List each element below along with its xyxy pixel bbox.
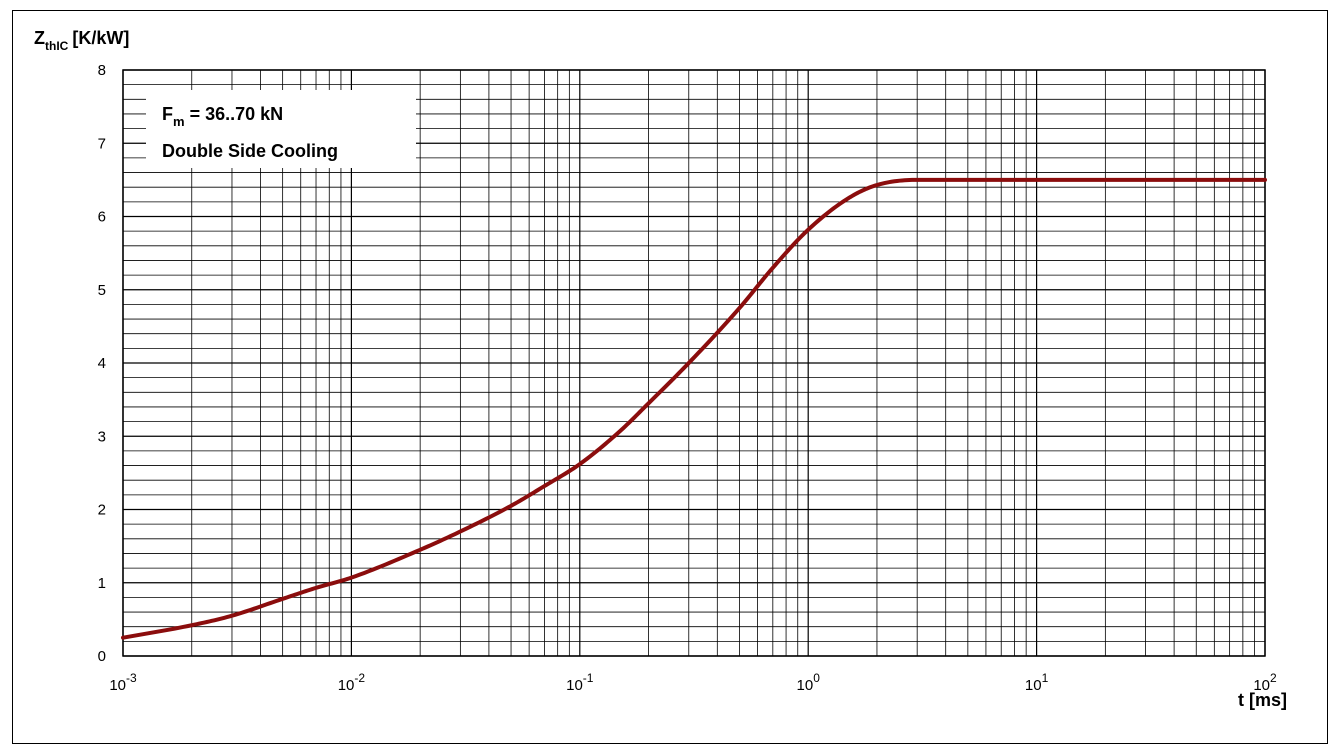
x-axis-title: t [ms] <box>1238 690 1287 710</box>
y-tick-label: 5 <box>98 282 106 299</box>
x-tick-label: 10-3 <box>109 671 137 694</box>
y-tick-label: 1 <box>98 575 106 592</box>
annotation-force-rest: = 36..70 kN <box>185 104 284 124</box>
y-tick-label: 7 <box>98 135 106 152</box>
y-tick-label: 8 <box>98 62 106 79</box>
y-tick-label: 4 <box>98 355 106 372</box>
annotation-background <box>146 90 416 168</box>
x-tick-label: 101 <box>1025 671 1049 694</box>
y-tick-label: 3 <box>98 428 106 445</box>
y-axis-title-sub: thIC <box>45 39 69 53</box>
y-tick-label: 6 <box>98 209 106 226</box>
chart-frame <box>12 10 1328 744</box>
x-tick-label: 102 <box>1253 671 1277 694</box>
y-axis-title-main: Z <box>34 28 45 48</box>
x-tick-labels: 10-3 10-2 10-1 100 101 102 <box>109 671 1277 694</box>
series-line <box>121 177 1267 640</box>
x-tick-label: 10-2 <box>338 671 366 694</box>
y-axis-title: ZthIC [K/kW] <box>34 28 129 53</box>
x-tick-label: 100 <box>797 671 821 694</box>
annotation-force: Fm = 36..70 kN <box>162 104 283 129</box>
y-axis-title-unit: [K/kW] <box>72 28 129 48</box>
plot-border <box>122 69 1266 657</box>
annotation-force-sub: m <box>173 114 185 129</box>
annotation-force-main: F <box>162 104 173 124</box>
x-tick-label: 10-1 <box>566 671 594 694</box>
y-tick-labels: 0 1 2 3 4 5 6 7 8 <box>98 62 106 665</box>
annotation-cooling: Double Side Cooling <box>162 141 338 161</box>
series-group <box>121 177 1267 640</box>
annotation-box: Fm = 36..70 kN Double Side Cooling <box>146 90 416 168</box>
y-tick-label: 2 <box>98 502 106 519</box>
y-tick-label: 0 <box>98 648 106 665</box>
